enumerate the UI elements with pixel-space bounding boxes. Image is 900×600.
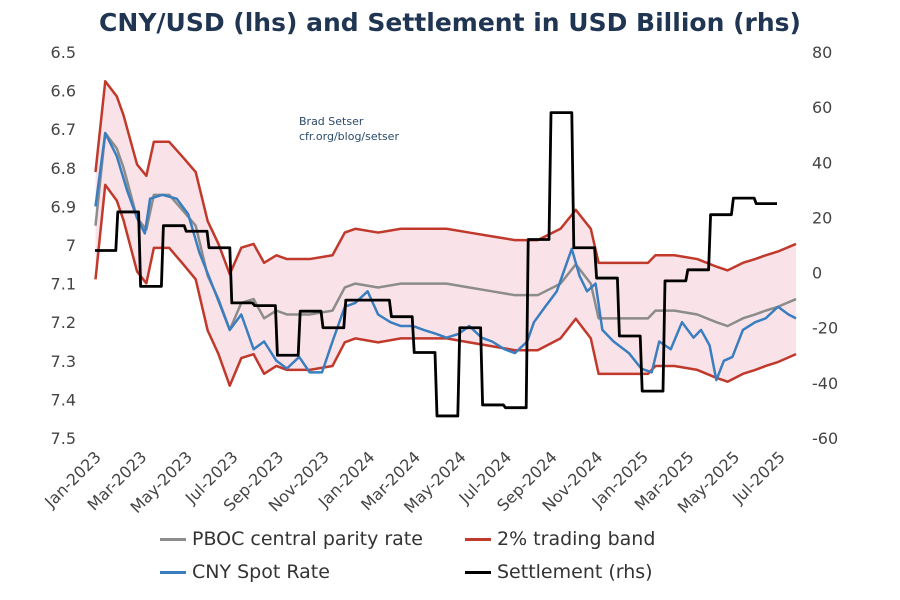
y-right-tick-label: 60 [812, 98, 832, 117]
y-right-tick-label: 20 [812, 208, 832, 227]
y-right-tick-label: 80 [812, 43, 832, 62]
y-left-tick-label: 6.7 [51, 120, 76, 139]
legend-label: Settlement (rhs) [497, 561, 653, 583]
trading-band-fill [95, 81, 796, 386]
y-left-tick-label: 6.8 [51, 159, 76, 178]
y-left-tick-label: 7.2 [51, 313, 76, 332]
y-left-tick-label: 6.5 [51, 43, 76, 62]
parity-line [94, 131, 797, 332]
annotation-url: cfr.org/blog/setser [299, 130, 399, 143]
annotation-author: Brad Setser [299, 115, 364, 128]
spot-line [94, 131, 797, 382]
y-left-tick-label: 7.4 [51, 390, 76, 409]
band-upper-line [94, 80, 797, 276]
band-lower-line [94, 183, 797, 387]
y-left-tick-label: 7 [66, 236, 76, 255]
legend-label: PBOC central parity rate [192, 528, 423, 550]
legend-item-band: 2% trading band [465, 528, 655, 550]
y-left-tick-label: 7.5 [51, 429, 76, 448]
y-right-tick-label: -60 [812, 429, 838, 448]
y-right-tick-label: 40 [812, 153, 832, 172]
legend-item-spot: CNY Spot Rate [160, 561, 330, 583]
y-left-tick-label: 6.9 [51, 197, 76, 216]
legend-label: 2% trading band [497, 528, 656, 550]
legend-label: CNY Spot Rate [192, 561, 330, 583]
y-right-tick-label: -20 [812, 319, 838, 338]
y-right-tick-label: 0 [812, 264, 822, 283]
y-left-tick-label: 6.6 [51, 82, 76, 101]
y-left-tick-label: 7.1 [51, 275, 76, 294]
chart-title: CNY/USD (lhs) and Settlement in USD Bill… [99, 8, 801, 37]
legend-item-parity: PBOC central parity rate [160, 528, 423, 550]
settlement-line [95, 111, 777, 418]
legend-item-settlement: Settlement (rhs) [465, 561, 653, 583]
y-left-tick-label: 7.3 [51, 352, 76, 371]
y-right-tick-label: -40 [812, 374, 838, 393]
